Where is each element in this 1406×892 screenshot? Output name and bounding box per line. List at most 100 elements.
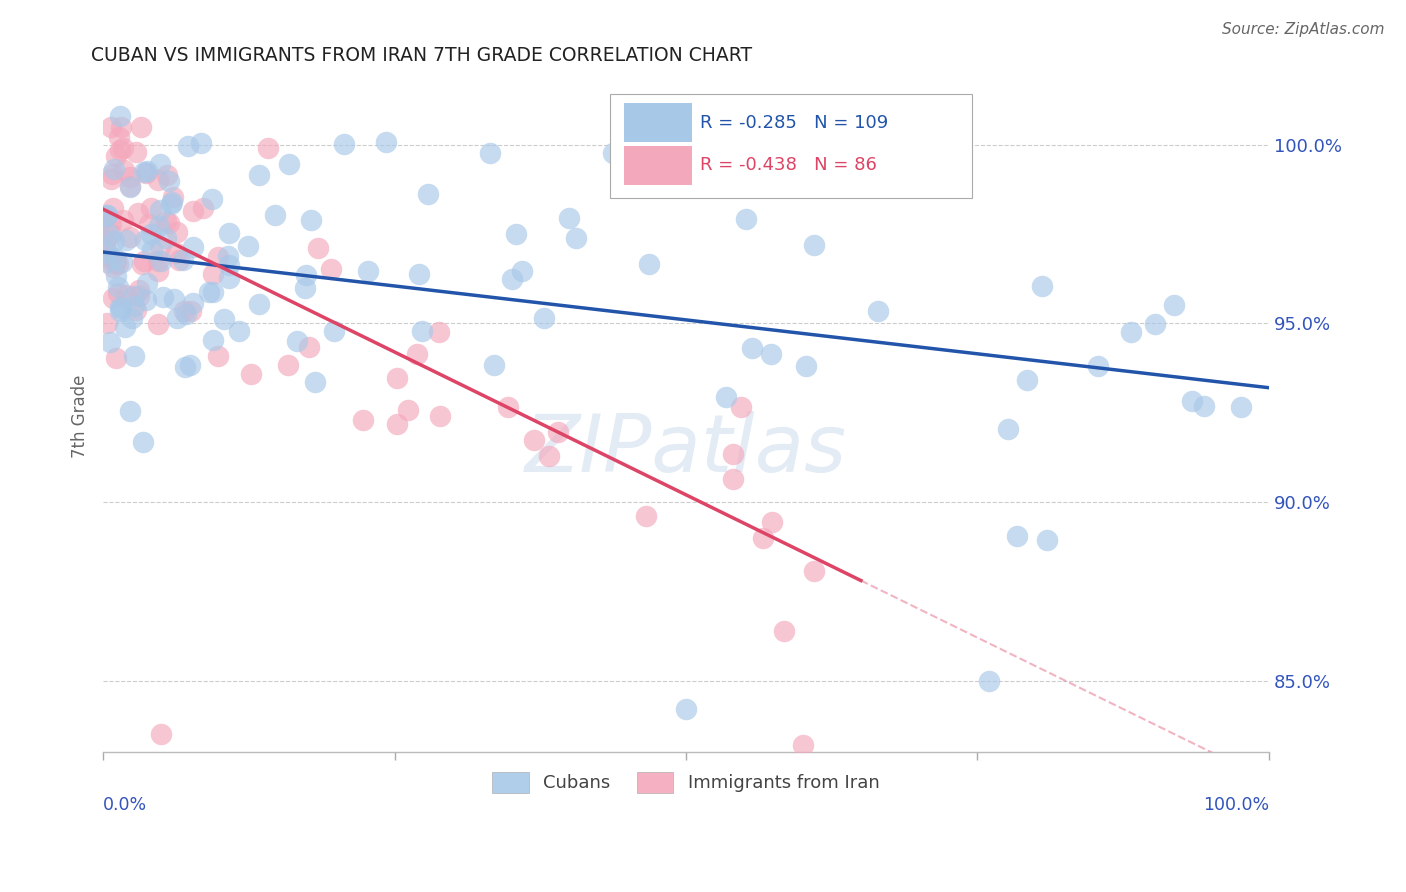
Point	[124, 299, 146, 313]
Point	[103, 251, 125, 265]
Point	[96, 255, 118, 269]
Point	[730, 400, 752, 414]
Point	[121, 311, 143, 326]
Point	[803, 564, 825, 578]
Point	[501, 272, 523, 286]
Point	[165, 246, 187, 260]
Point	[152, 290, 174, 304]
Point	[333, 136, 356, 151]
Point	[138, 218, 160, 232]
Point	[110, 301, 132, 315]
Point	[155, 213, 177, 227]
Point	[174, 307, 197, 321]
Text: 100.0%: 100.0%	[1202, 796, 1270, 814]
Point	[108, 129, 131, 144]
Point	[108, 109, 131, 123]
Point	[1031, 279, 1053, 293]
Point	[132, 435, 155, 450]
Point	[636, 508, 658, 523]
Text: Source: ZipAtlas.com: Source: ZipAtlas.com	[1222, 22, 1385, 37]
Point	[134, 165, 156, 179]
Point	[207, 251, 229, 265]
Point	[304, 375, 326, 389]
Text: CUBAN VS IMMIGRANTS FROM IRAN 7TH GRADE CORRELATION CHART: CUBAN VS IMMIGRANTS FROM IRAN 7TH GRADE …	[91, 46, 752, 65]
Text: ZIPatlas: ZIPatlas	[524, 411, 846, 489]
Point	[110, 120, 132, 134]
Point	[148, 173, 170, 187]
Point	[202, 333, 225, 347]
Point	[155, 231, 177, 245]
Point	[547, 425, 569, 439]
Point	[127, 205, 149, 219]
Point	[149, 254, 172, 268]
Point	[139, 202, 162, 216]
Point	[236, 238, 259, 252]
Point	[321, 262, 343, 277]
Point	[148, 219, 170, 234]
Point	[868, 304, 890, 318]
Point	[496, 400, 519, 414]
Point	[218, 259, 240, 273]
Point	[103, 235, 125, 249]
Point	[104, 268, 127, 283]
Point	[101, 260, 124, 274]
Point	[124, 349, 146, 363]
Point	[191, 201, 214, 215]
Point	[565, 230, 588, 244]
FancyBboxPatch shape	[610, 94, 972, 198]
Point	[385, 371, 408, 385]
Point	[146, 253, 169, 268]
Point	[128, 283, 150, 297]
Point	[174, 359, 197, 374]
Point	[107, 280, 129, 294]
Point	[172, 252, 194, 267]
Point	[103, 162, 125, 177]
Point	[131, 257, 153, 271]
Point	[115, 288, 138, 302]
Point	[247, 169, 270, 183]
Point	[247, 297, 270, 311]
Point	[278, 157, 301, 171]
Point	[100, 167, 122, 181]
Point	[141, 243, 163, 257]
Point	[114, 319, 136, 334]
Point	[100, 120, 122, 134]
Point	[396, 403, 419, 417]
Point	[97, 227, 120, 241]
Point	[157, 216, 180, 230]
Point	[110, 144, 132, 158]
Point	[134, 233, 156, 247]
Point	[94, 233, 117, 247]
Point	[263, 208, 285, 222]
Point	[148, 318, 170, 332]
Point	[98, 334, 121, 349]
Point	[307, 241, 329, 255]
Point	[721, 472, 744, 486]
Point	[1007, 529, 1029, 543]
Point	[96, 208, 118, 222]
Point	[1087, 359, 1109, 374]
Point	[163, 292, 186, 306]
Point	[911, 109, 934, 123]
Point	[697, 153, 720, 167]
Point	[173, 304, 195, 318]
Point	[179, 358, 201, 372]
Point	[375, 135, 398, 149]
Point	[108, 304, 131, 318]
FancyBboxPatch shape	[624, 145, 692, 185]
Point	[149, 240, 172, 254]
Point	[723, 447, 745, 461]
Point	[160, 197, 183, 211]
Text: 0.0%: 0.0%	[103, 796, 148, 814]
Point	[979, 673, 1001, 688]
Point	[105, 351, 128, 366]
Point	[115, 233, 138, 247]
Point	[638, 257, 661, 271]
FancyBboxPatch shape	[624, 103, 692, 143]
Point	[98, 252, 121, 266]
Legend: Cubans, Immigrants from Iran: Cubans, Immigrants from Iran	[485, 764, 887, 800]
Point	[181, 295, 204, 310]
Point	[741, 341, 763, 355]
Point	[1194, 399, 1216, 413]
Point	[478, 145, 501, 160]
